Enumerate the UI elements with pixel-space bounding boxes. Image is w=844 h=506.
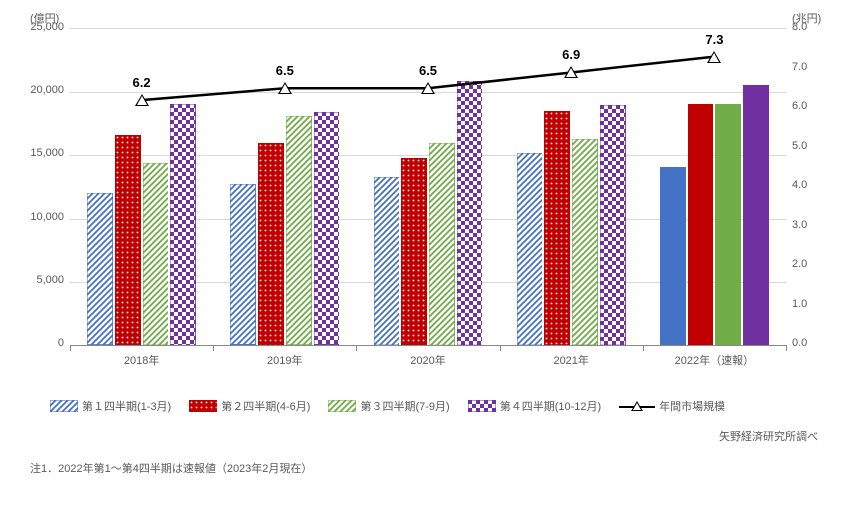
line-marker	[278, 82, 292, 94]
line-marker	[135, 94, 149, 106]
bar-q4	[170, 104, 196, 345]
bar-q3	[429, 143, 455, 345]
y-left-tick: 15,000	[10, 147, 64, 159]
bar-q1	[230, 184, 256, 345]
y-left-tick: 5,000	[10, 274, 64, 286]
bar-q2	[544, 111, 570, 345]
y-right-tick: 6.0	[792, 100, 807, 112]
x-label: 2021年	[553, 352, 588, 368]
line-data-label: 6.2	[133, 75, 151, 90]
y-right-tick: 0.0	[792, 337, 807, 349]
bar-q3	[572, 139, 598, 345]
bar-q2	[115, 135, 141, 345]
legend-item-q4: 第４四半期(10-12月)	[468, 398, 601, 414]
y-left-tick: 0	[10, 337, 64, 349]
x-label: 2019年	[267, 352, 302, 368]
footnote: 注1．2022年第1～第4四半期は速報値（2023年2月現在）	[30, 460, 834, 476]
bar-q1	[87, 193, 113, 345]
bar-q4	[457, 81, 483, 345]
chart: (億円) (兆円) 05,00010,00015,00020,00025,000…	[10, 10, 830, 390]
legend-item-q3: 第３四半期(7-9月)	[328, 398, 449, 414]
bar-q1	[517, 153, 543, 345]
legend-item-q2: 第２四半期(4-6月)	[189, 398, 310, 414]
bar-q4	[314, 112, 340, 345]
bar-q2	[401, 158, 427, 345]
line-marker	[564, 66, 578, 78]
line-data-label: 7.3	[705, 32, 723, 47]
bar-q1	[374, 177, 400, 345]
line-data-label: 6.9	[562, 47, 580, 62]
bar-q1	[660, 167, 686, 345]
bar-q3	[286, 116, 312, 345]
x-label: 2020年	[410, 352, 445, 368]
x-label: 2018年	[124, 352, 159, 368]
line-marker	[707, 51, 721, 63]
y-right-tick: 4.0	[792, 179, 807, 191]
y-left-tick: 20,000	[10, 84, 64, 96]
bar-q4	[600, 105, 626, 345]
y-left-tick: 25,000	[10, 21, 64, 33]
legend: 第１四半期(1-3月) 第２四半期(4-6月) 第３四半期(7-9月) 第４四半期(1…	[50, 398, 834, 414]
line-marker	[421, 82, 435, 94]
line-data-label: 6.5	[276, 63, 294, 78]
legend-item-line: 年間市場規模	[619, 398, 725, 414]
bar-q2	[258, 143, 284, 345]
y-right-tick: 3.0	[792, 219, 807, 231]
source-text: 矢野経済研究所調べ	[10, 428, 818, 444]
legend-item-q1: 第１四半期(1-3月)	[50, 398, 171, 414]
bar-q3	[715, 104, 741, 345]
y-right-tick: 2.0	[792, 258, 807, 270]
y-right-tick: 8.0	[792, 21, 807, 33]
bar-q2	[688, 104, 714, 345]
y-right-tick: 5.0	[792, 140, 807, 152]
y-left-tick: 10,000	[10, 211, 64, 223]
y-right-tick: 7.0	[792, 61, 807, 73]
bar-q4	[743, 85, 769, 345]
line-data-label: 6.5	[419, 63, 437, 78]
y-right-tick: 1.0	[792, 298, 807, 310]
bar-q3	[143, 163, 169, 345]
x-label: 2022年（速報）	[675, 352, 754, 368]
